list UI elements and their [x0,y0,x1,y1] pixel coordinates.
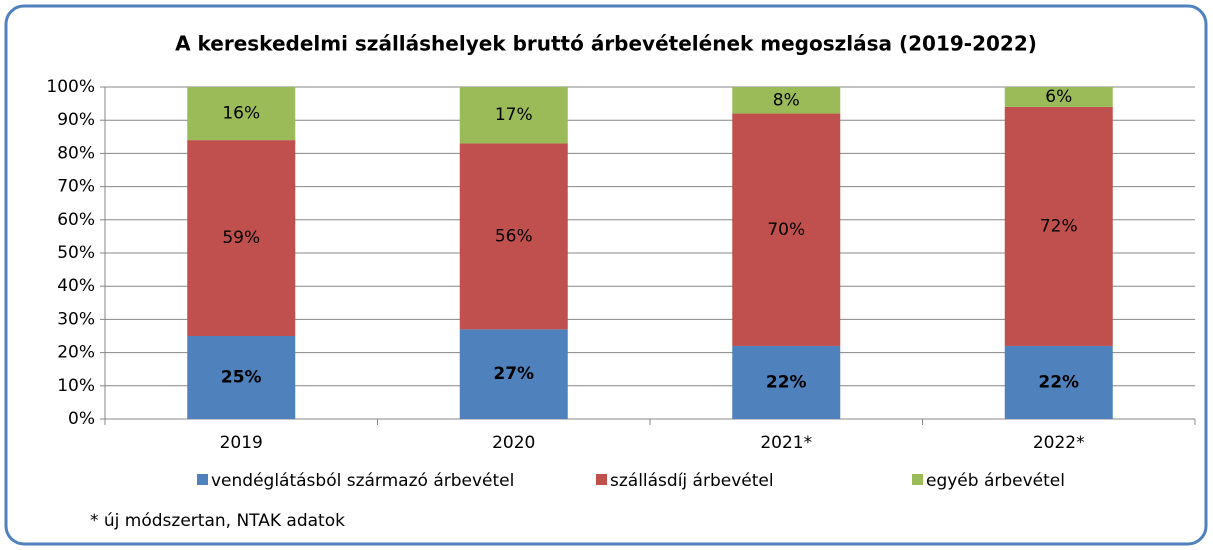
y-tick-label: 90% [57,110,95,130]
bar-segment [732,87,841,114]
x-tick-label: 2022* [1033,433,1085,453]
y-tick-label: 10% [57,376,95,396]
bar-segment [1004,345,1113,419]
y-tick-label: 80% [57,143,95,163]
bar-segment [732,345,841,419]
y-tick-label: 100% [46,77,95,97]
data-label: 22% [1038,372,1079,392]
data-label: 27% [493,364,534,384]
legend-swatch [197,474,208,485]
y-tick-label: 60% [57,210,95,230]
data-label: 8% [773,90,800,110]
bar-segment [459,87,568,144]
data-label: 16% [222,104,260,124]
y-tick-label: 30% [57,309,95,329]
data-label: 6% [1045,87,1072,107]
y-tick-label: 40% [57,276,95,296]
chart-title: A kereskedelmi szálláshelyek bruttó árbe… [175,32,1037,56]
annotation: * új módszertan, NTAK adatok [90,511,345,531]
legend-label: vendéglátásból származó árbevétel [211,471,514,491]
x-tick-label: 2021* [760,433,812,453]
data-label: 72% [1040,216,1078,236]
x-tick-label: 2019 [220,433,263,453]
bar-segment [1004,106,1113,346]
legend-swatch [912,474,923,485]
data-label: 70% [767,220,805,240]
data-label: 56% [495,226,533,246]
y-tick-label: 70% [57,177,95,197]
y-tick-label: 50% [57,243,95,263]
bar-segment [1004,87,1113,107]
bar-segment [187,140,296,336]
legend-label: egyéb árbevétel [926,471,1065,491]
bar-segment [459,329,568,419]
data-label: 59% [222,228,260,248]
bar-segment [187,336,296,419]
y-tick-label: 20% [57,343,95,363]
bar-segment [732,113,841,346]
data-label: 17% [495,105,533,125]
legend-label: szállásdíj árbevétel [610,471,774,491]
bar-segment [187,87,296,141]
chart-frame [4,4,1208,546]
bar-segment [459,143,568,330]
legend-swatch [596,474,607,485]
data-label: 22% [766,372,807,392]
y-tick-label: 0% [68,409,95,429]
x-tick-label: 2020 [492,433,535,453]
data-label: 25% [221,368,262,388]
